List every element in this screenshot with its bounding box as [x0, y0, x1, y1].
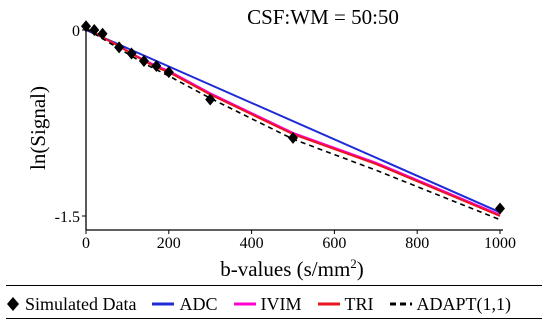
legend: Simulated Data ADC IVIM TRI ADAPT(1,1)	[6, 292, 546, 316]
x-axis-label-main: b-values (s/mm	[220, 257, 350, 281]
series-line-adc	[85, 29, 501, 214]
x-tick-label: 0	[82, 235, 90, 252]
legend-bottom-rule	[6, 318, 542, 319]
chart-title: CSF:WM = 50:50	[247, 5, 399, 29]
legend-label-tri: TRI	[344, 293, 374, 314]
x-tick-label: 600	[322, 235, 346, 252]
legend-label-simulated: Simulated Data	[25, 293, 137, 314]
x-axis-label-superscript: 2	[350, 256, 357, 271]
legend-item-simulated: Simulated Data	[6, 294, 136, 315]
x-tick-label: 400	[240, 235, 264, 252]
legend-swatch-tri	[317, 302, 340, 306]
x-tick-label: 800	[405, 235, 429, 252]
legend-swatch-diamond	[7, 297, 19, 311]
x-tick-label: 200	[157, 235, 181, 252]
plot-markers	[81, 20, 505, 215]
chart: CSF:WM = 50:50 ln(Signal) b-values (s/mm…	[26, 5, 516, 281]
y-tick-label: 0	[72, 23, 80, 40]
legend-swatch-adapt	[389, 302, 412, 306]
data-point-marker	[97, 27, 108, 40]
legend-item-adapt: ADAPT(1,1)	[389, 293, 512, 315]
legend-swatch-ivim	[233, 302, 256, 306]
legend-swatch-adc	[152, 302, 175, 306]
legend-item-tri: TRI	[317, 293, 374, 315]
legend-label-adc: ADC	[179, 293, 218, 314]
data-point-marker	[288, 131, 298, 144]
data-point-marker	[114, 41, 125, 54]
x-tick-label: 1000	[484, 235, 516, 252]
data-point-marker	[126, 47, 137, 60]
legend-label-adapt: ADAPT(1,1)	[416, 293, 512, 314]
data-point-marker	[81, 20, 91, 33]
data-point-marker	[151, 59, 162, 72]
legend-item-adc: ADC	[152, 293, 218, 315]
legend-item-ivim: IVIM	[233, 293, 302, 315]
x-axis-label-tail: )	[357, 257, 364, 281]
data-point-marker	[89, 24, 100, 36]
data-point-marker	[205, 93, 216, 106]
y-tick-label: -1.5	[55, 209, 80, 226]
data-point-marker	[163, 66, 174, 79]
data-point-marker	[495, 202, 505, 215]
series-line-adapt-1-1	[85, 28, 501, 221]
data-point-marker	[138, 55, 149, 67]
y-ticks: 0 -1.5	[55, 23, 86, 226]
plot-lines	[85, 27, 501, 221]
y-axis-label: ln(Signal)	[26, 86, 50, 170]
x-ticks: 0 200 400 600 800 1000	[82, 230, 516, 252]
legend-top-rule	[6, 285, 542, 286]
legend-label-ivim: IVIM	[260, 293, 302, 314]
x-axis-label: b-values (s/mm2)	[220, 256, 364, 281]
